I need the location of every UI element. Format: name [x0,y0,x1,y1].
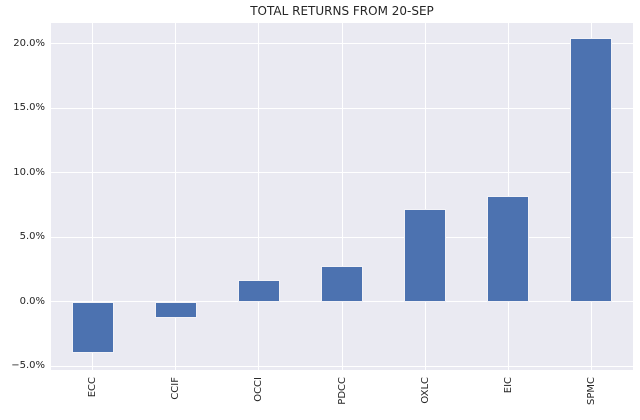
bar-spmc [570,38,613,302]
x-tick-label-oxlc: OXLC [419,377,431,404]
bar-ecc [71,301,114,354]
vertical-gridline [424,23,426,370]
vertical-gridline [92,23,94,370]
x-tick-label-spmc: SPMC [585,377,597,405]
bar-oxlc [404,208,447,302]
bar-ccif [154,301,197,319]
y-tick-label: 5.0% [19,231,45,243]
chart-title: TOTAL RETURNS FROM 20-SEP [250,4,434,18]
x-tick-label-occi: OCCI [253,377,265,402]
vertical-gridline [341,23,343,370]
y-tick-label: 0.0% [19,295,45,307]
x-tick-label-ecc: ECC [87,377,99,398]
bar-pdcc [321,265,363,302]
y-tick-label: −5.0% [11,360,45,372]
bar-eic [487,195,530,302]
y-tick-label: 20.0% [13,37,45,49]
y-tick-label: 10.0% [13,166,45,178]
y-tick-label: 15.0% [13,102,45,114]
x-tick-label-ccif: CCIF [170,377,182,400]
plot-area [51,23,633,370]
x-tick-label-eic: EIC [502,377,514,394]
vertical-gridline [258,23,260,370]
x-tick-label-pdcc: PDCC [336,377,348,405]
bar-occi [237,279,280,302]
vertical-gridline [175,23,177,370]
